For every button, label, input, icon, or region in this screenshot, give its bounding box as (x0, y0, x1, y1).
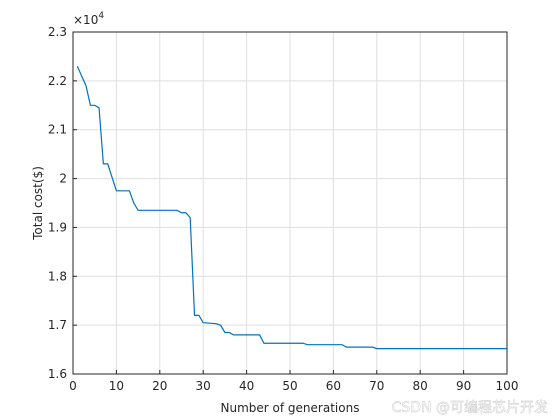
x-tick-label: 20 (152, 379, 167, 393)
x-tick-label: 0 (69, 379, 77, 393)
x-tick-label: 80 (413, 379, 428, 393)
y-tick-label: 1.9 (48, 220, 67, 234)
x-tick-label: 50 (282, 379, 297, 393)
y-tick-label: 2.2 (48, 74, 67, 88)
y-tick-label: 2 (59, 172, 67, 186)
exponent-base: ×10 (73, 13, 98, 27)
x-tick-label: 40 (239, 379, 254, 393)
x-tick-label: 90 (456, 379, 471, 393)
y-tick-label: 2.3 (48, 25, 67, 39)
x-tick-label: 100 (496, 379, 519, 393)
y-axis-label: Total cost($) (31, 166, 45, 241)
x-tick-label: 60 (326, 379, 341, 393)
x-tick-label: 70 (369, 379, 384, 393)
y-tick-label: 1.8 (48, 269, 67, 283)
y-tick-label: 1.6 (48, 367, 67, 381)
y-tick-label: 2.1 (48, 123, 67, 137)
data-line (76, 65, 507, 350)
watermark: CSDN @可编程芯片开发 (392, 400, 548, 416)
x-tick-label: 10 (109, 379, 124, 393)
exponent-power: 4 (98, 11, 104, 21)
x-axis-label: Number of generations (221, 401, 360, 415)
y-tick-label: 1.7 (48, 318, 67, 332)
y-exponent: ×104 (73, 11, 104, 27)
x-tick-label: 30 (196, 379, 211, 393)
axes-box (72, 31, 508, 375)
